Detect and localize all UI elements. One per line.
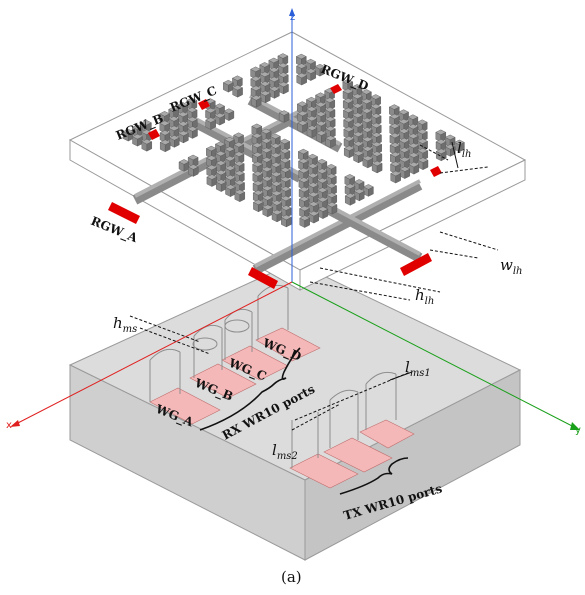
pin [228,110,235,121]
pin [422,159,429,171]
pin [183,133,189,144]
z-axis-label: z [290,12,295,23]
pin [331,204,338,215]
pin-array [122,53,465,228]
waveguide-block [68,261,522,561]
coordinate-axes: z x y [6,8,581,436]
pin [413,164,420,175]
pin [376,163,383,174]
pin [256,97,262,108]
pin [313,213,319,224]
pin [164,141,171,153]
x-arrowhead [10,420,20,427]
pin [174,137,180,148]
dimension-labels: llh wlh hlh hms lms1 lms2 [113,139,522,462]
rgw-g-port [430,166,442,177]
pin [459,142,465,153]
rgw-f-port [400,253,432,276]
pin [219,115,226,126]
pin [322,208,329,219]
wg-b-footprint [189,363,257,399]
rgw-board [68,31,527,291]
pin [146,141,153,152]
tx-footprint-1 [289,453,359,489]
pin [404,168,410,179]
h-ms-label: hms [113,314,137,335]
y-arrowhead [570,422,580,430]
tx-footprint-3 [359,419,415,449]
rgw-e-port [248,267,278,289]
pin [239,191,246,203]
figure-caption: (a) [281,568,302,586]
z-arrowhead [289,8,295,16]
pin [368,186,374,197]
tx-waveguide-outlines [291,371,397,468]
pin [237,87,243,98]
wg-a-footprint [149,387,221,425]
pin [441,150,447,162]
rgw-port-tabs [108,84,442,289]
w-lh-label: wlh [500,256,522,277]
pin [359,191,365,202]
rgw-a-port [108,202,140,224]
rgw-d-port [330,84,342,94]
tx-footprint-2 [323,437,393,473]
dimension-guides [129,141,499,431]
pin [283,112,290,123]
block-right-face [304,369,521,561]
x-axis-label: x [6,420,12,431]
pin [310,70,316,81]
board-right-face [299,159,526,291]
port-group-braces [199,347,409,495]
rgw-c-port [198,99,210,110]
pin [192,128,198,139]
y-axis [291,281,577,429]
l-lh-label: llh [457,139,471,160]
x-axis [13,281,293,426]
rx-port-footprints [149,327,321,425]
rgw-b-port [148,129,160,140]
pin [193,166,199,177]
l-ms1-label: lms1 [405,358,431,379]
pin [319,66,326,77]
h-lh-label: hlh [415,286,434,307]
pin [210,119,216,130]
tx-port-footprints [289,419,415,489]
pin [265,93,271,104]
pin [350,195,356,206]
wg-d-footprint [255,327,321,362]
pin [286,217,292,228]
rx-brace [199,347,301,431]
pin [274,88,280,99]
tx-brace [339,457,409,495]
y-axis-label: y [575,425,581,436]
pin [301,75,307,86]
pin [395,173,401,184]
l-ms2-label: lms2 [272,441,298,462]
pin [283,84,289,95]
pin [330,137,336,149]
pin [304,217,310,228]
